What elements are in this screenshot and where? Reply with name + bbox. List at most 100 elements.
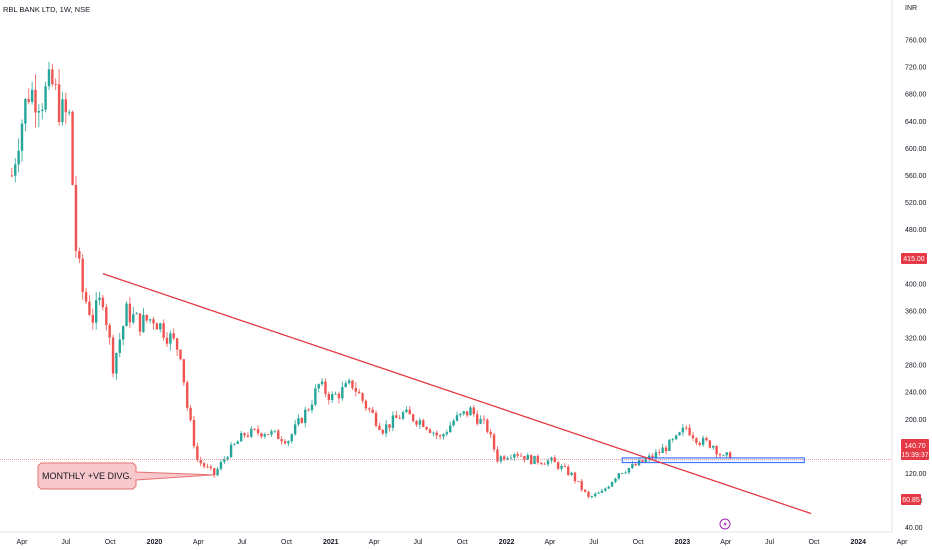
candle-body	[489, 431, 492, 435]
candle-body	[121, 326, 125, 340]
candle-body	[695, 438, 698, 443]
y-tick-label: 680.00	[905, 92, 927, 99]
chart-title: RBL BANK LTD, 1W, NSE	[3, 5, 90, 14]
badge-60: 60.85	[901, 494, 921, 505]
candle-body	[644, 458, 648, 462]
candle-body	[115, 352, 118, 374]
candle-body	[186, 382, 189, 408]
candle-body	[226, 457, 229, 460]
candle-body	[81, 258, 84, 293]
candle-body	[341, 387, 344, 399]
candle-body	[68, 111, 71, 113]
x-tick-label: 2023	[675, 539, 691, 546]
candle-body	[34, 89, 37, 113]
candle-body	[283, 441, 287, 444]
y-tick-label: 40.00	[905, 525, 923, 532]
candle-body	[587, 491, 590, 497]
x-tick-label: 2022	[499, 539, 515, 546]
candle-body	[546, 460, 550, 465]
candle-body	[395, 415, 398, 418]
candle-body	[327, 393, 331, 400]
candle-body	[577, 481, 580, 482]
candle-body	[159, 323, 162, 330]
trendline[interactable]	[102, 273, 812, 515]
candle-body	[111, 337, 115, 374]
last-price-label: 140.70	[904, 443, 926, 450]
candle-body	[98, 297, 101, 301]
candle-body	[344, 383, 347, 388]
candle-body	[438, 435, 442, 437]
candle-body	[509, 457, 513, 459]
candle-body	[202, 463, 206, 467]
candle-body	[452, 420, 455, 426]
candle-body	[310, 404, 314, 411]
candle-body	[631, 464, 634, 468]
candle-body	[432, 432, 435, 434]
candle-body	[445, 432, 449, 435]
candle-body	[573, 472, 577, 482]
y-tick-label: 520.00	[905, 200, 927, 207]
candle-body	[688, 427, 691, 436]
candle-body	[260, 433, 263, 437]
candle-body	[368, 408, 371, 410]
candle-body	[155, 323, 159, 330]
candle-body	[307, 409, 310, 411]
candle-body	[411, 414, 415, 422]
x-tick-label: Apr	[720, 539, 732, 546]
candle-body	[61, 99, 64, 123]
x-tick-label: Apr	[369, 539, 381, 546]
divergence-annotation[interactable]: MONTHLY +VE DIVG.	[37, 462, 215, 490]
candle-body	[661, 447, 664, 453]
y-tick-label: 560.00	[905, 173, 927, 180]
candle-body	[357, 391, 361, 394]
y-tick-label: 280.00	[905, 363, 927, 370]
candle-body	[479, 419, 482, 424]
candle-body	[681, 427, 685, 433]
candle-body	[243, 433, 246, 436]
candle-body	[125, 303, 128, 327]
candle-body	[607, 486, 610, 489]
candle-body	[722, 455, 725, 457]
candle-body	[705, 437, 708, 441]
candle-body	[223, 459, 226, 462]
candle-body	[560, 466, 563, 469]
candle-body	[317, 384, 320, 389]
candle-body	[685, 427, 688, 429]
candle-body	[627, 467, 631, 473]
support-zone-box[interactable]	[621, 457, 805, 464]
y-tick-label: 320.00	[905, 336, 927, 343]
candle-body	[550, 457, 553, 461]
candle-body	[273, 430, 277, 432]
candle-body	[610, 481, 614, 487]
badge-60-box	[901, 494, 921, 505]
y-tick-label: 200.00	[905, 417, 927, 424]
candle-body	[583, 489, 587, 492]
candle-body	[14, 164, 17, 176]
x-tick-label: Apr	[17, 539, 29, 546]
candle-body	[418, 420, 422, 425]
candle-body	[499, 456, 503, 462]
candle-body	[209, 466, 213, 469]
candle-body	[472, 407, 476, 415]
candle-body	[391, 415, 395, 428]
time-axis-panel[interactable]	[0, 532, 932, 550]
y-tick-label: 760.00	[905, 38, 927, 45]
candle-body	[523, 455, 526, 460]
candle-body	[540, 462, 543, 464]
lightning-icon[interactable]	[719, 518, 731, 530]
x-tick-label: Jul	[61, 539, 70, 546]
y-tick-label: 360.00	[905, 308, 927, 315]
y-tick-label: 240.00	[905, 390, 927, 397]
candle-body	[101, 297, 105, 308]
candle-body	[334, 393, 337, 395]
candle-body	[41, 109, 44, 112]
annotation-callout[interactable]	[37, 462, 215, 490]
candle-body	[725, 452, 728, 456]
last-price-box	[901, 439, 929, 460]
candle-body	[664, 447, 668, 451]
candle-body	[715, 446, 718, 455]
candle-body	[44, 86, 47, 110]
candle-body	[374, 412, 378, 426]
candle-body	[668, 439, 671, 451]
